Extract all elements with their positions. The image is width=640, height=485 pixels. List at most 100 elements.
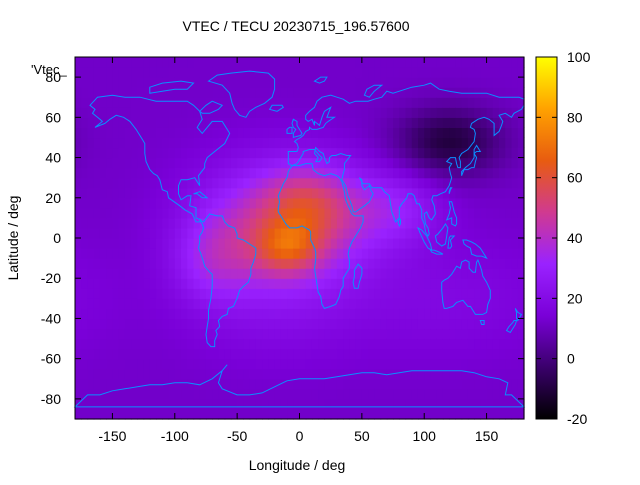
- heatmap-cell: [442, 197, 450, 209]
- heatmap-cell: [417, 238, 425, 249]
- heatmap-cell: [380, 207, 388, 219]
- heatmap-cell: [199, 177, 207, 189]
- heatmap-cell: [81, 278, 89, 289]
- coastline-hainan-taiwan: [448, 187, 453, 194]
- coastline-north-america: [89, 94, 231, 223]
- heatmap-cell: [343, 77, 350, 88]
- heatmap-cell: [480, 187, 488, 199]
- heatmap-cell: [131, 378, 138, 390]
- heatmap-cell: [455, 57, 463, 68]
- heatmap-cell: [517, 127, 525, 139]
- heatmap-cell: [368, 187, 375, 199]
- heatmap-cell: [467, 258, 475, 269]
- heatmap-cell: [237, 87, 244, 98]
- heatmap-cell: [374, 157, 382, 169]
- heatmap-cell: [417, 177, 425, 189]
- heatmap-cell: [143, 147, 151, 159]
- heatmap-cell: [143, 358, 151, 370]
- heatmap-cell: [143, 248, 151, 259]
- heatmap-cell: [305, 398, 313, 410]
- heatmap-cell: [517, 107, 525, 118]
- heatmap-cell: [212, 167, 220, 179]
- heatmap-cell: [474, 77, 481, 88]
- heatmap-cell: [486, 147, 494, 159]
- heatmap-cell: [405, 107, 413, 118]
- heatmap-cell: [118, 67, 126, 78]
- heatmap-cell: [393, 348, 400, 360]
- heatmap-cell: [187, 328, 195, 340]
- heatmap-cell: [280, 67, 288, 78]
- heatmap-cell: [455, 398, 463, 410]
- heatmap-cell: [268, 348, 276, 360]
- heatmap-cell: [205, 157, 213, 169]
- heatmap-cell: [305, 227, 313, 239]
- heatmap-cell: [474, 398, 481, 410]
- heatmap-cell: [336, 127, 344, 139]
- heatmap-cell: [511, 127, 519, 139]
- heatmap-cell: [268, 278, 276, 289]
- heatmap-cell: [324, 127, 332, 139]
- heatmap-cell: [449, 57, 457, 68]
- heatmap-cell: [156, 378, 163, 390]
- heatmap-cell: [187, 308, 195, 320]
- heatmap-cell: [361, 207, 369, 219]
- heatmap-cell: [131, 258, 138, 269]
- heatmap-cell: [149, 388, 157, 400]
- heatmap-cell: [156, 288, 163, 299]
- heatmap-cell: [106, 258, 114, 269]
- heatmap-cell: [380, 238, 388, 249]
- heatmap-cell: [361, 97, 369, 108]
- heatmap-cell: [517, 77, 525, 88]
- heatmap-cell: [131, 348, 138, 360]
- heatmap-cell: [380, 217, 388, 229]
- heatmap-cell: [436, 97, 444, 108]
- heatmap-cell: [99, 278, 107, 289]
- heatmap-cell: [380, 87, 388, 98]
- heatmap-cell: [199, 278, 207, 289]
- heatmap-cell: [230, 268, 238, 279]
- heatmap-cell: [112, 398, 120, 410]
- heatmap-cell: [399, 258, 407, 269]
- heatmap-cell: [380, 177, 388, 189]
- heatmap-cell: [492, 298, 500, 309]
- heatmap-cell: [99, 137, 107, 149]
- heatmap-cell: [205, 398, 213, 410]
- heatmap-cell: [393, 107, 400, 118]
- heatmap-cell: [274, 97, 282, 108]
- heatmap-cell: [143, 298, 151, 309]
- heatmap-cell: [243, 298, 251, 309]
- heatmap-cell: [517, 177, 525, 189]
- heatmap-cell: [361, 67, 369, 78]
- heatmap-cell: [75, 177, 82, 189]
- heatmap-cell: [430, 328, 438, 340]
- heatmap-cell: [287, 278, 294, 289]
- heatmap-cell: [118, 117, 126, 128]
- heatmap-cell: [99, 328, 107, 340]
- heatmap-cell: [106, 87, 114, 98]
- heatmap-cell: [187, 368, 195, 380]
- heatmap-cell: [87, 117, 95, 128]
- heatmap-cell: [511, 268, 519, 279]
- heatmap-cell: [162, 288, 170, 299]
- heatmap-cell: [311, 338, 319, 350]
- heatmap-cell: [168, 87, 176, 98]
- heatmap-cell: [492, 268, 500, 279]
- heatmap-cell: [137, 107, 145, 118]
- heatmap-cell: [181, 398, 188, 410]
- heatmap-cell: [205, 77, 213, 88]
- heatmap-cell: [280, 197, 288, 209]
- heatmap-cell: [386, 157, 394, 169]
- heatmap-cell: [405, 358, 413, 370]
- heatmap-cell: [131, 288, 138, 299]
- heatmap-cell: [118, 238, 126, 249]
- heatmap-cell: [268, 268, 276, 279]
- heatmap-cell: [474, 288, 481, 299]
- heatmap-cell: [324, 278, 332, 289]
- heatmap-cell: [262, 167, 269, 179]
- heatmap-cell: [386, 278, 394, 289]
- heatmap-cell: [436, 338, 444, 350]
- heatmap-cell: [355, 167, 363, 179]
- heatmap-cell: [193, 107, 201, 118]
- heatmap-cell: [118, 328, 126, 340]
- heatmap-cell: [436, 227, 444, 239]
